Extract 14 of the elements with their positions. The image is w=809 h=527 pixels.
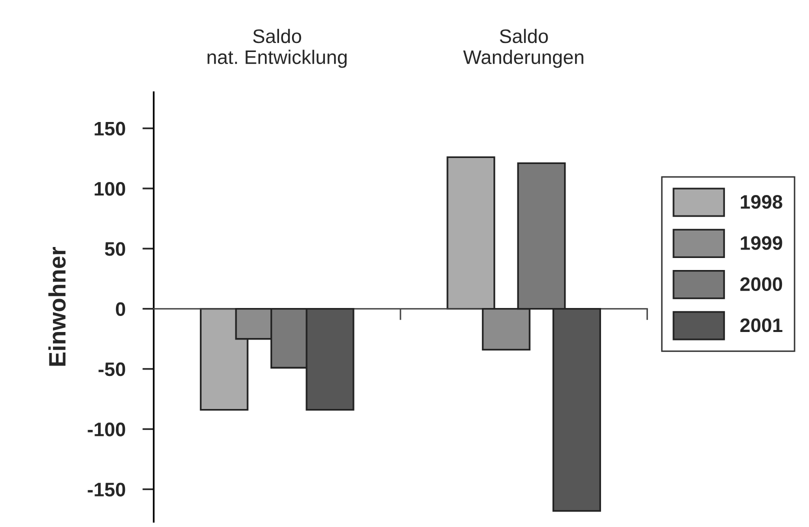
y-tick-label: -100 [88,422,126,436]
y-tick-label: 0 [116,302,126,316]
legend-label: 1999 [740,236,782,250]
y-tick-label: 100 [94,182,126,196]
y-tick-label: -50 [98,362,126,376]
y-tick-label: 150 [94,122,126,136]
y-tick-label: 50 [104,242,126,256]
legend-label: 2001 [740,318,782,332]
legend-label: 1998 [740,195,782,209]
x-tick-label: Saldo Wanderungen [463,28,584,68]
y-tick-label: -150 [88,482,126,496]
y-axis-title: Einwohner [48,246,66,366]
x-tick-label: Saldo nat. Entwicklung [208,28,347,68]
legend-label: 2000 [740,277,782,292]
